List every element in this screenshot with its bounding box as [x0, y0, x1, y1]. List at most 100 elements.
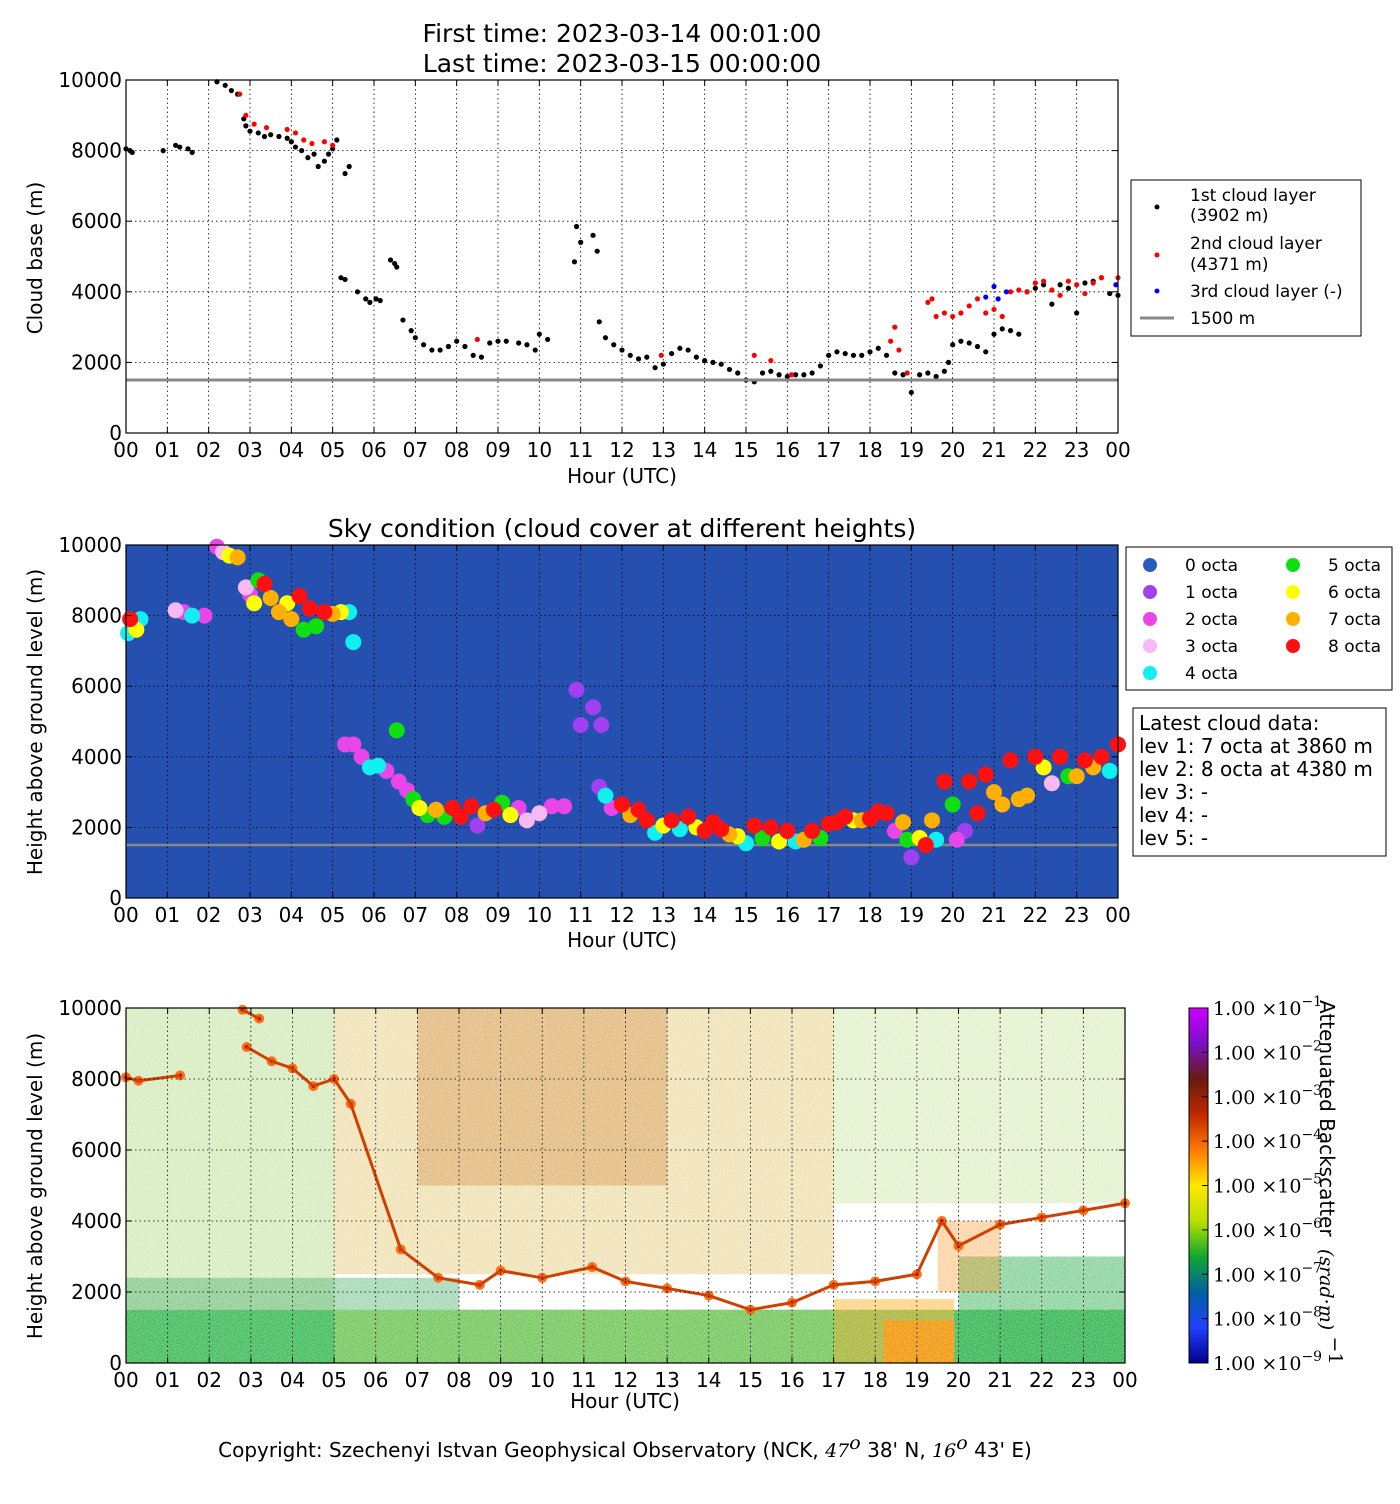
backscatter-cloud-segment [1041, 1208, 1084, 1219]
cloud-layer-2-point [929, 296, 935, 302]
octa-8-point [837, 808, 854, 825]
cloud-layer-1-point [305, 155, 311, 161]
x-tick-label: 12 [609, 903, 634, 927]
cloud-layer-1-point [768, 368, 774, 374]
cloud-layer-2-point [1074, 282, 1080, 288]
backscatter-cloud-segment [437, 1276, 481, 1287]
backscatter-cloud-segment [874, 1272, 918, 1283]
cloud-layer-1-point [1049, 301, 1055, 307]
cloud-layer-1-point [571, 259, 578, 265]
cloud-layer-2-point [1065, 278, 1071, 284]
x-tick-label: 09 [485, 903, 510, 927]
cloud-layer-1-point [524, 342, 530, 348]
octa-4-point [345, 634, 362, 651]
backscatter-cloud-segment [1083, 1201, 1126, 1212]
x-tick-label: 23 [1071, 1368, 1096, 1392]
octa-7-point [229, 549, 246, 566]
cloud-layer-2-point [925, 299, 931, 305]
legend-label-third-layer: 3rd cloud layer (-) [1190, 282, 1343, 302]
octa-7-point [986, 784, 1002, 801]
cloud-layer-1-point [958, 338, 964, 344]
colorbar-tick-label: 1.00 ×10−5 [1213, 1172, 1322, 1198]
cloud-layer-1-point [189, 149, 195, 155]
colorbar-label: Attenuated Backscatter (srad·m) −1 [1315, 1000, 1346, 1365]
cloud-layer-2-point [904, 370, 910, 376]
cloud-layer-1-point [222, 82, 228, 88]
sky-condition-x-axis-label: Hour (UTC) [567, 928, 677, 952]
octa-3-point [237, 579, 254, 596]
x-tick-label: 17 [816, 903, 841, 927]
x-tick-label: 10 [530, 1368, 555, 1392]
octa-2-point [543, 798, 560, 815]
x-tick-label: 15 [733, 903, 758, 927]
cloud-base-grid [126, 80, 1118, 433]
sky-condition-panel: Sky condition (cloud cover at different … [23, 514, 1393, 952]
y-tick-label: 2000 [71, 1280, 122, 1304]
backscatter-cloud-segment [915, 1220, 944, 1275]
cloud-layer-1-point [532, 347, 538, 353]
cloud-layer-1-point [842, 350, 848, 357]
x-tick-label: 09 [488, 1368, 513, 1392]
octa-1-point [585, 699, 602, 716]
octa-legend-label: 2 octa [1185, 610, 1238, 630]
octa-5-point [295, 621, 312, 638]
octa-8-point [291, 588, 308, 605]
backscatter-cloud-segment [625, 1279, 668, 1290]
legend-marker-second-layer [1154, 252, 1160, 258]
cloud-layer-1-point [247, 128, 253, 134]
octa-5-point [388, 722, 405, 739]
y-tick-label: 2000 [71, 815, 122, 839]
cloud-layer-1-point [268, 132, 274, 138]
cloud-layer-1-point [908, 389, 914, 396]
octa-7-point [895, 814, 912, 831]
colorbar-label-exponent: −1 [1324, 1337, 1346, 1365]
x-tick-label: 08 [444, 903, 469, 927]
x-tick-label: 16 [775, 438, 800, 462]
octa-legend-marker [1143, 612, 1157, 626]
octa-8-point [122, 611, 139, 628]
cloud-layer-1-point [373, 296, 379, 302]
cloud-layer-1-point [735, 370, 741, 376]
cloud-layer-1-point [487, 340, 493, 346]
cloud-layer-2-point [892, 324, 898, 330]
cloud-layer-1-point [288, 139, 294, 145]
sky-condition-y-axis-label: Height above ground level (m) [23, 569, 47, 875]
octa-8-point [1076, 752, 1093, 769]
octa-8-point [977, 766, 994, 783]
sky-condition-title: Sky condition (cloud cover at different … [328, 514, 916, 543]
backscatter-cloud-segment [940, 1220, 960, 1247]
octa-7-point [283, 611, 300, 628]
y-tick-label: 0 [109, 1351, 122, 1375]
cloud-layer-1-point [726, 366, 733, 373]
octa-3-point [518, 812, 535, 829]
cloud-layer-3-point [995, 296, 1001, 302]
x-tick-label: 18 [857, 438, 882, 462]
x-tick-label: 18 [863, 1368, 888, 1392]
cloud-layer-1-point [627, 352, 633, 358]
cloud-layer-2-point [330, 142, 336, 148]
backscatter-cloud-segment [541, 1265, 593, 1280]
octa-7-point [994, 796, 1011, 813]
octa-8-point [1093, 748, 1110, 765]
cloud-layer-2-point [1082, 290, 1088, 297]
backscatter-cloud-segment [750, 1301, 793, 1312]
cloud-layer-2-point [237, 91, 243, 97]
latest-cloud-lev5: lev 5: - [1139, 826, 1208, 850]
octa-legend-marker [1286, 558, 1300, 572]
x-tick-label: 17 [821, 1368, 846, 1392]
cloud-layer-1-point [602, 335, 609, 341]
x-tick-label: 20 [946, 1368, 971, 1392]
cloud-layer-1-point [801, 372, 807, 378]
x-tick-label: 02 [197, 1368, 222, 1392]
x-tick-label: 05 [320, 438, 345, 462]
latest-cloud-lev1: lev 1: 7 octa at 3860 m [1139, 734, 1373, 758]
backscatter-panel: 00 01 02 03 04 05 06 07 08 09 10 11 12 13 14 15 16 17 18 19… [23, 994, 1346, 1413]
cloud-layer-2-point [788, 372, 795, 378]
x-tick-label: 13 [651, 903, 676, 927]
cloud-layer-1-point [160, 148, 166, 154]
cloud-layer-1-point [1007, 328, 1014, 334]
x-tick-label: 01 [155, 903, 180, 927]
backscatter-cloud-segment [833, 1279, 876, 1287]
cloud-layer-1-point [596, 319, 602, 325]
cloud-layer-1-point [966, 340, 972, 346]
